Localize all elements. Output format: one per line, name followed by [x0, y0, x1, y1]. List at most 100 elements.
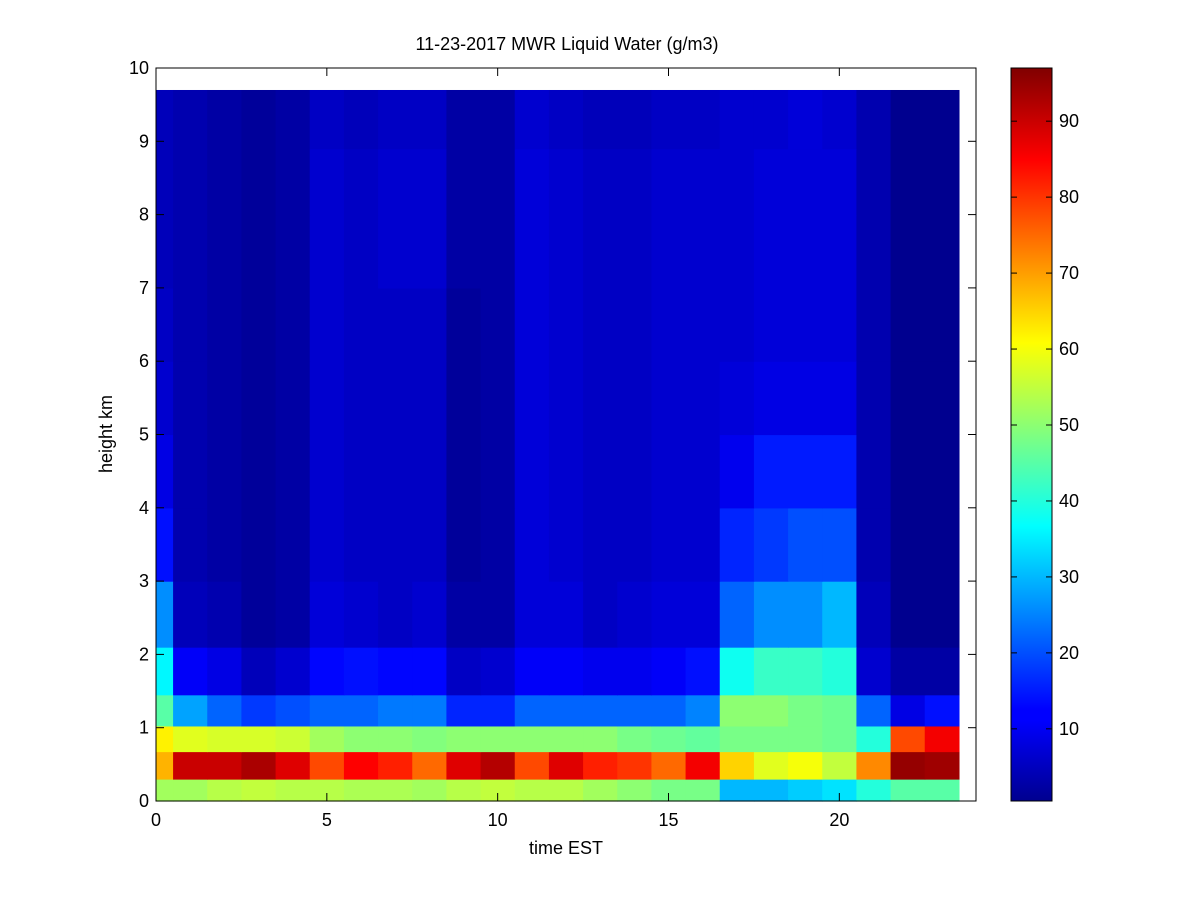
colorbar-gradient — [1011, 68, 1052, 801]
heatmap-cell — [207, 148, 243, 216]
heatmap-cell — [309, 779, 345, 802]
heatmap-cell — [753, 361, 789, 436]
heatmap-cell — [309, 214, 345, 289]
heatmap-cell — [156, 507, 174, 582]
heatmap-cell — [275, 287, 311, 362]
heatmap-cell — [207, 779, 243, 802]
y-axis-label: height km — [96, 395, 116, 473]
heatmap-cell — [685, 507, 721, 582]
heatmap-cell — [173, 507, 208, 582]
heatmap-cell — [719, 148, 755, 216]
heatmap-cell — [514, 751, 550, 780]
heatmap-cells — [156, 89, 960, 802]
heatmap-cell — [788, 751, 823, 780]
heatmap-cell — [378, 361, 413, 436]
heatmap-cell — [651, 434, 687, 509]
heatmap-cell — [924, 287, 960, 362]
heatmap-cell — [617, 434, 653, 509]
heatmap-cell — [378, 148, 413, 216]
heatmap-cell — [651, 89, 687, 150]
heatmap-cell — [173, 725, 208, 753]
heatmap-cell — [343, 507, 379, 582]
heatmap-cell — [651, 287, 687, 362]
heatmap-cell — [343, 287, 379, 362]
chart-title: 11-23-2017 MWR Liquid Water (g/m3) — [415, 34, 718, 54]
heatmap-cell — [719, 751, 755, 780]
x-tick-label: 5 — [322, 810, 332, 830]
heatmap-cell — [446, 725, 482, 753]
heatmap-cell — [275, 434, 311, 509]
heatmap-cell — [309, 434, 345, 509]
heatmap-cell — [480, 434, 516, 509]
heatmap-cell — [924, 361, 960, 436]
heatmap-cell — [343, 361, 379, 436]
heatmap-cell — [890, 148, 926, 216]
heatmap-cell — [719, 214, 755, 289]
heatmap-cell — [446, 581, 482, 648]
heatmap-cell — [207, 214, 243, 289]
heatmap-cell — [309, 287, 345, 362]
heatmap-cell — [378, 725, 413, 753]
heatmap-cell — [924, 779, 960, 802]
heatmap-cell — [651, 361, 687, 436]
heatmap-cell — [156, 725, 174, 753]
heatmap-cell — [583, 148, 618, 216]
heatmap-cell — [822, 725, 858, 753]
heatmap-cell — [343, 148, 379, 216]
heatmap-cell — [685, 287, 721, 362]
heatmap-cell — [548, 779, 584, 802]
heatmap-cell — [207, 751, 243, 780]
colorbar-frame — [1010, 67, 1053, 802]
heatmap-cell — [788, 694, 823, 727]
heatmap-cell — [719, 779, 755, 802]
heatmap-cell — [343, 89, 379, 150]
heatmap-cell — [583, 751, 618, 780]
heatmap-cell — [822, 751, 858, 780]
heatmap-cell — [412, 361, 448, 436]
heatmap-cell — [753, 89, 789, 150]
heatmap-cell — [343, 694, 379, 727]
heatmap-cell — [514, 581, 550, 648]
heatmap-cell — [275, 581, 311, 648]
heatmap-cell — [343, 214, 379, 289]
y-tick-label: 0 — [139, 791, 149, 811]
heatmap-cell — [480, 148, 516, 216]
heatmap-cell — [788, 779, 823, 802]
heatmap-cell — [173, 434, 208, 509]
heatmap-cell — [173, 751, 208, 780]
heatmap-cell — [651, 647, 687, 696]
y-tick-label: 6 — [139, 351, 149, 371]
colorbar-tick-label: 40 — [1059, 491, 1079, 511]
heatmap-cell — [719, 725, 755, 753]
heatmap-cell — [890, 751, 926, 780]
heatmap-cell — [446, 89, 482, 150]
heatmap-cell — [753, 214, 789, 289]
heatmap-cell — [890, 694, 926, 727]
y-tick-label: 5 — [139, 425, 149, 445]
heatmap-cell — [617, 89, 653, 150]
heatmap-cell — [890, 89, 926, 150]
colorbar: 10 20 30 40 50 60 70 80 90 — [1010, 67, 1079, 802]
heatmap-cell — [617, 581, 653, 648]
heatmap-cell — [856, 779, 892, 802]
heatmap-cell — [788, 507, 823, 582]
heatmap-cell — [856, 581, 892, 648]
heatmap-cell — [446, 507, 482, 582]
heatmap-cell — [617, 694, 653, 727]
heatmap-cell — [378, 694, 413, 727]
heatmap-cell — [617, 751, 653, 780]
y-tick-label: 3 — [139, 571, 149, 591]
heatmap-cell — [822, 507, 858, 582]
heatmap-cell — [924, 647, 960, 696]
heatmap-cell — [856, 694, 892, 727]
heatmap-cell — [788, 647, 823, 696]
heatmap-cell — [890, 779, 926, 802]
heatmap-cell — [617, 647, 653, 696]
heatmap-cell — [548, 725, 584, 753]
heatmap-cell — [548, 434, 584, 509]
heatmap-cell — [241, 725, 277, 753]
heatmap-cell — [685, 214, 721, 289]
heatmap-cell — [343, 779, 379, 802]
heatmap-cell — [583, 647, 618, 696]
